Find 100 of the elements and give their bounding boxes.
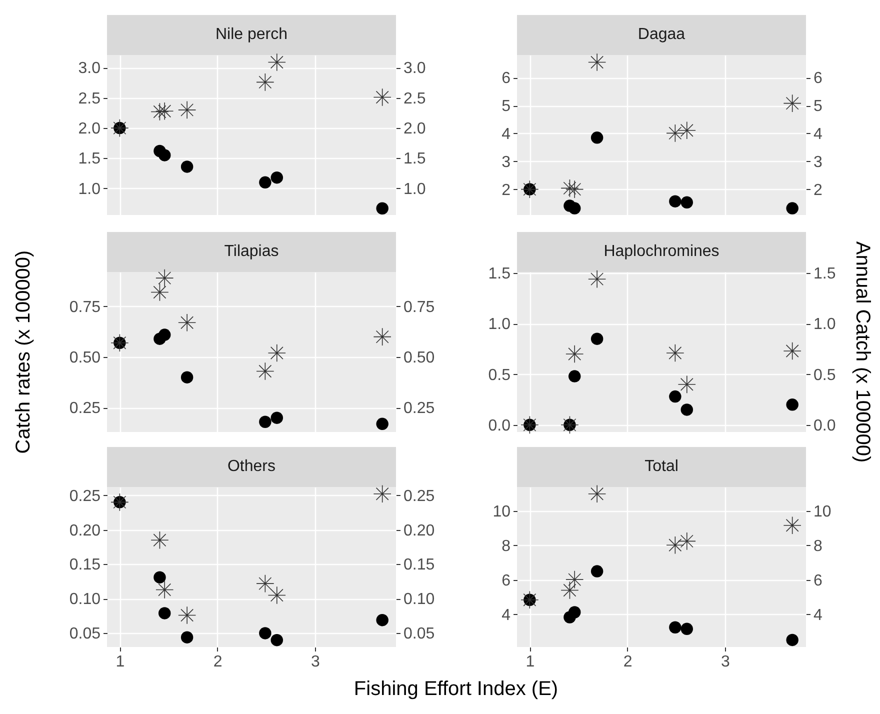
point [566,180,584,198]
y2-tick-label: 0.0 [814,417,836,434]
y2-tick-label: 0.5 [814,366,836,384]
y2-tick-label: 0.50 [404,350,435,367]
point [110,118,129,138]
point [520,416,539,434]
y-tick-label: 3.0 [78,60,101,78]
y-tick-label: 0.05 [69,626,101,643]
point [180,631,194,644]
point [666,536,684,554]
point [783,342,802,360]
y-tick-label: 10 [492,504,511,521]
point [373,88,392,106]
point [560,416,579,434]
point [150,531,169,550]
point [373,484,392,503]
point [150,102,169,121]
y-axis-title: Catch rates (x 100000) [12,250,36,454]
point [259,627,272,640]
point [568,370,581,382]
point [270,412,284,424]
y2-tick-label: 8 [814,538,822,555]
point [150,283,169,302]
point [680,404,694,416]
point [786,202,798,214]
point [180,371,194,384]
y-tick-label: 0.75 [69,298,101,316]
point [158,328,171,341]
point [566,570,584,589]
x-tick-label: 1 [116,654,125,670]
y-tick-label: 1.0 [488,316,511,334]
y-tick-label: 0.25 [69,488,101,505]
y-tick-label: 0.15 [69,556,101,574]
point [259,176,272,189]
y2-tick-label: 2.5 [404,90,426,108]
point [158,149,171,162]
y-tick-label: 5 [502,98,511,116]
point [588,484,606,503]
point [373,328,392,346]
y2-tick-label: 0.25 [404,488,435,505]
y2-tick-label: 5 [814,98,822,116]
y-tick-label: 6 [502,572,511,590]
point [376,202,388,214]
point [560,179,579,198]
point [590,332,604,345]
y2-tick-label: 0.25 [404,400,435,418]
chart-title: Dagaa [517,15,806,55]
point [560,581,579,600]
point [270,171,284,184]
y2-tick-label: 1.5 [404,150,426,168]
y-tick-label: 0.25 [69,400,101,418]
point [588,53,606,72]
y-tick-label: 0.10 [69,591,101,608]
point [590,565,604,578]
point [678,532,696,550]
y2-tick-label: 0.15 [404,556,435,574]
y2-tick-label: 2.0 [404,120,426,138]
point [376,418,388,430]
point [180,160,194,173]
y-tick-label: 4 [502,606,511,624]
y2-axis-title: Annual Catch (x 100000) [850,241,874,463]
x-tick-label: 2 [623,654,632,670]
x-tick-label: 1 [526,654,535,670]
point [680,622,694,636]
y-tick-label: 0.20 [69,522,101,540]
point [156,269,174,288]
y2-tick-label: 1.5 [814,266,836,283]
point [268,53,286,72]
x-tick-label: 3 [311,654,320,670]
y-tick-label: 0.5 [488,366,511,384]
chart-title: Others [107,447,396,487]
x-tick-label: 3 [721,654,730,670]
y2-tick-label: 1.0 [404,180,426,198]
y2-tick-label: 3.0 [404,60,426,78]
point [783,516,802,534]
y-tick-label: 1.5 [488,266,511,283]
point [256,73,274,92]
y2-tick-label: 1.0 [814,316,836,334]
y-tick-label: 1.0 [78,180,101,198]
point [376,614,388,626]
y2-tick-label: 0.20 [404,522,435,540]
point [520,180,539,198]
point [270,634,284,646]
y2-tick-label: 4 [814,606,822,624]
y-tick-label: 4 [502,126,511,143]
point [678,121,696,140]
y2-tick-label: 6 [814,572,822,590]
point [256,574,274,593]
point [110,334,129,352]
point [786,634,798,646]
y-tick-label: 2 [502,182,511,199]
chart-title: Total [517,447,806,487]
point [678,375,696,394]
y-tick-label: 2.5 [78,90,101,108]
point [178,314,196,332]
point [259,416,272,428]
point [588,270,606,288]
point [680,196,694,209]
x-axis-title: Fishing Effort Index (E) [354,678,558,701]
y-tick-label: 2.0 [78,120,101,138]
